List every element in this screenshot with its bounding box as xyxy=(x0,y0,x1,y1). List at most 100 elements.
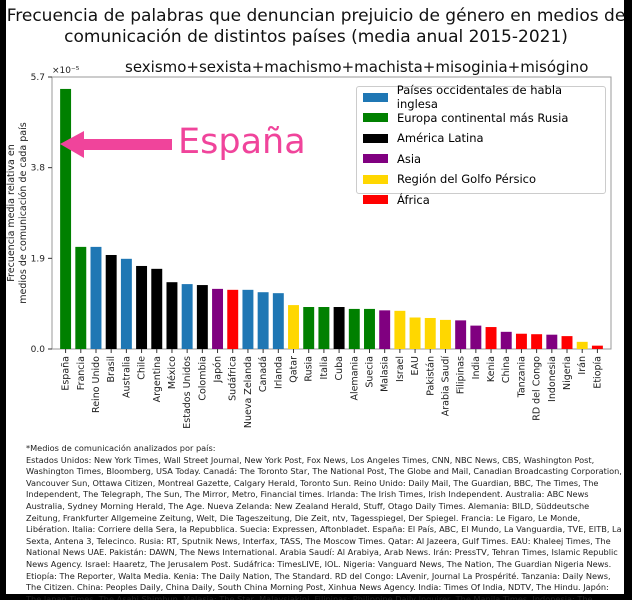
x-tick-label: India xyxy=(471,356,482,379)
legend-swatch xyxy=(363,92,388,102)
bar-qatar xyxy=(288,305,299,349)
bar-alemania xyxy=(348,308,360,349)
x-tick-label: Argentina xyxy=(152,356,163,402)
x-tick-label: Tanzania xyxy=(516,356,527,398)
bar-nigeria xyxy=(561,336,573,349)
bar-nueva-zelanda xyxy=(242,289,254,349)
x-tick-label: Irlanda xyxy=(273,356,284,389)
x-tick-label: Suecia xyxy=(364,356,375,388)
bar-italia xyxy=(318,307,330,349)
bar-rd-del-congo xyxy=(531,334,543,349)
x-tick-label: Irán xyxy=(577,356,588,375)
x-tick-label: México xyxy=(167,356,178,389)
x-tick-label: Canadá xyxy=(258,356,269,392)
bar-sudáfrica xyxy=(227,289,239,349)
bar-tanzania xyxy=(515,333,527,349)
x-tick-label: Italia xyxy=(319,356,330,379)
x-tick-label: Sudáfrica xyxy=(228,356,239,401)
bar-españa xyxy=(60,88,72,350)
y-axis-label: Frecuencia media relativa enmedios de co… xyxy=(6,122,29,303)
x-tick-label: China xyxy=(501,356,512,383)
x-tick-label: Indonesia xyxy=(547,356,558,402)
bar-australia xyxy=(120,258,132,349)
x-tick-label: Brasil xyxy=(106,356,117,382)
y-multiplier: ×10⁻⁵ xyxy=(52,66,80,76)
plot-frame xyxy=(51,76,612,350)
annotation-label: España xyxy=(178,122,306,162)
bar-cuba xyxy=(333,307,345,349)
legend-label: África xyxy=(397,192,430,207)
bar-suecia xyxy=(364,308,375,349)
x-tick-label: Australia xyxy=(121,356,132,398)
x-tick-label: Nigeria xyxy=(562,356,573,390)
x-tick-label: EAU xyxy=(410,356,421,376)
bar-japón xyxy=(212,288,224,349)
x-tick-label: Alemania xyxy=(349,356,360,401)
legend-item: América Latina xyxy=(363,128,605,149)
legend-item: Región del Golfo Pérsico xyxy=(363,169,605,190)
annotation-arrow xyxy=(60,131,172,158)
bar-estados-unidos xyxy=(181,284,193,349)
bar-malasia xyxy=(379,310,391,349)
x-tick-label: Japón xyxy=(213,356,224,384)
x-tick-label: Cuba xyxy=(334,356,345,381)
bar-arabia-saudí xyxy=(439,319,451,349)
bar-chart: 0.0 1.9 3.8 5.7 ×10⁻⁵ Frecuencia media relati… xyxy=(6,66,612,429)
bar-irlanda xyxy=(272,293,284,349)
legend-item: Asia xyxy=(363,149,605,170)
chart-subtitle: sexismo+sexista+machismo+machista+misogi… xyxy=(125,58,589,76)
x-tick-label: Estados Unidos xyxy=(182,356,193,429)
bar-israel xyxy=(394,310,406,349)
x-tick-label: Etiopía xyxy=(592,356,603,389)
legend: Países occidentales de habla inglesa Euro… xyxy=(356,83,606,207)
y-tick-label: 3.8 xyxy=(31,164,46,174)
legend-label: Región del Golfo Pérsico xyxy=(397,172,537,187)
x-tick-label: Israel xyxy=(395,356,406,382)
bar-etiopía xyxy=(591,345,603,349)
x-tick-label: Malasia xyxy=(380,356,391,392)
x-tick-label: Rusia xyxy=(304,356,315,382)
legend-swatch xyxy=(363,133,388,143)
legend-swatch xyxy=(363,174,388,184)
x-tick-label: Qatar xyxy=(289,356,300,383)
chart-title: Frecuencia de palabras que denuncian pre… xyxy=(6,6,626,47)
legend-label: América Latina xyxy=(397,131,484,146)
x-tick-label: RD del Congo xyxy=(532,356,543,421)
legend-item: Países occidentales de habla inglesa xyxy=(363,83,605,111)
legend-swatch xyxy=(363,195,388,205)
bar-colombia xyxy=(196,285,208,349)
x-tick-label: Filipinas xyxy=(456,356,467,394)
bar-argentina xyxy=(151,268,163,349)
legend-item: Europa continental más Rusia xyxy=(363,108,605,129)
x-tick-label: Chile xyxy=(137,356,148,380)
footnote: *Medios de comunicación analizados por p… xyxy=(26,443,622,600)
legend-swatch xyxy=(363,154,388,164)
bar-filipinas xyxy=(455,320,467,349)
y-tick-label: 5.7 xyxy=(31,73,45,83)
legend-label: Países occidentales de habla inglesa xyxy=(396,83,563,112)
bar-irán xyxy=(576,341,588,349)
bar-rusia xyxy=(303,307,315,349)
bar-canadá xyxy=(257,292,269,349)
bar-reino-unido xyxy=(90,246,102,349)
bar-brasil xyxy=(105,254,117,349)
y-tick-label: 0.0 xyxy=(31,345,46,355)
bar-chile xyxy=(136,265,148,349)
legend-label: Asia xyxy=(397,151,422,166)
x-tick-label: Pakistán xyxy=(425,356,436,396)
x-tick-label: Kenia xyxy=(486,356,497,382)
footnote-heading: *Medios de comunicación analizados por p… xyxy=(26,443,216,453)
x-tick-label: Reino Unido xyxy=(91,356,102,413)
legend-item: África xyxy=(363,190,605,211)
x-tick-label: Arabia Saudí xyxy=(440,356,451,417)
y-tick-label: 1.9 xyxy=(31,254,46,264)
legend-label: Europa continental más Rusia xyxy=(397,110,569,125)
bar-india xyxy=(470,325,482,349)
x-tick-label: Colombia xyxy=(197,356,208,401)
bar-pakistán xyxy=(424,317,436,349)
bar-méxico xyxy=(166,282,178,349)
x-tick-label: España xyxy=(61,356,72,391)
bar-kenia xyxy=(485,327,497,349)
footnote-body: Estados Unidos: New York Times, Wall Str… xyxy=(26,454,622,600)
